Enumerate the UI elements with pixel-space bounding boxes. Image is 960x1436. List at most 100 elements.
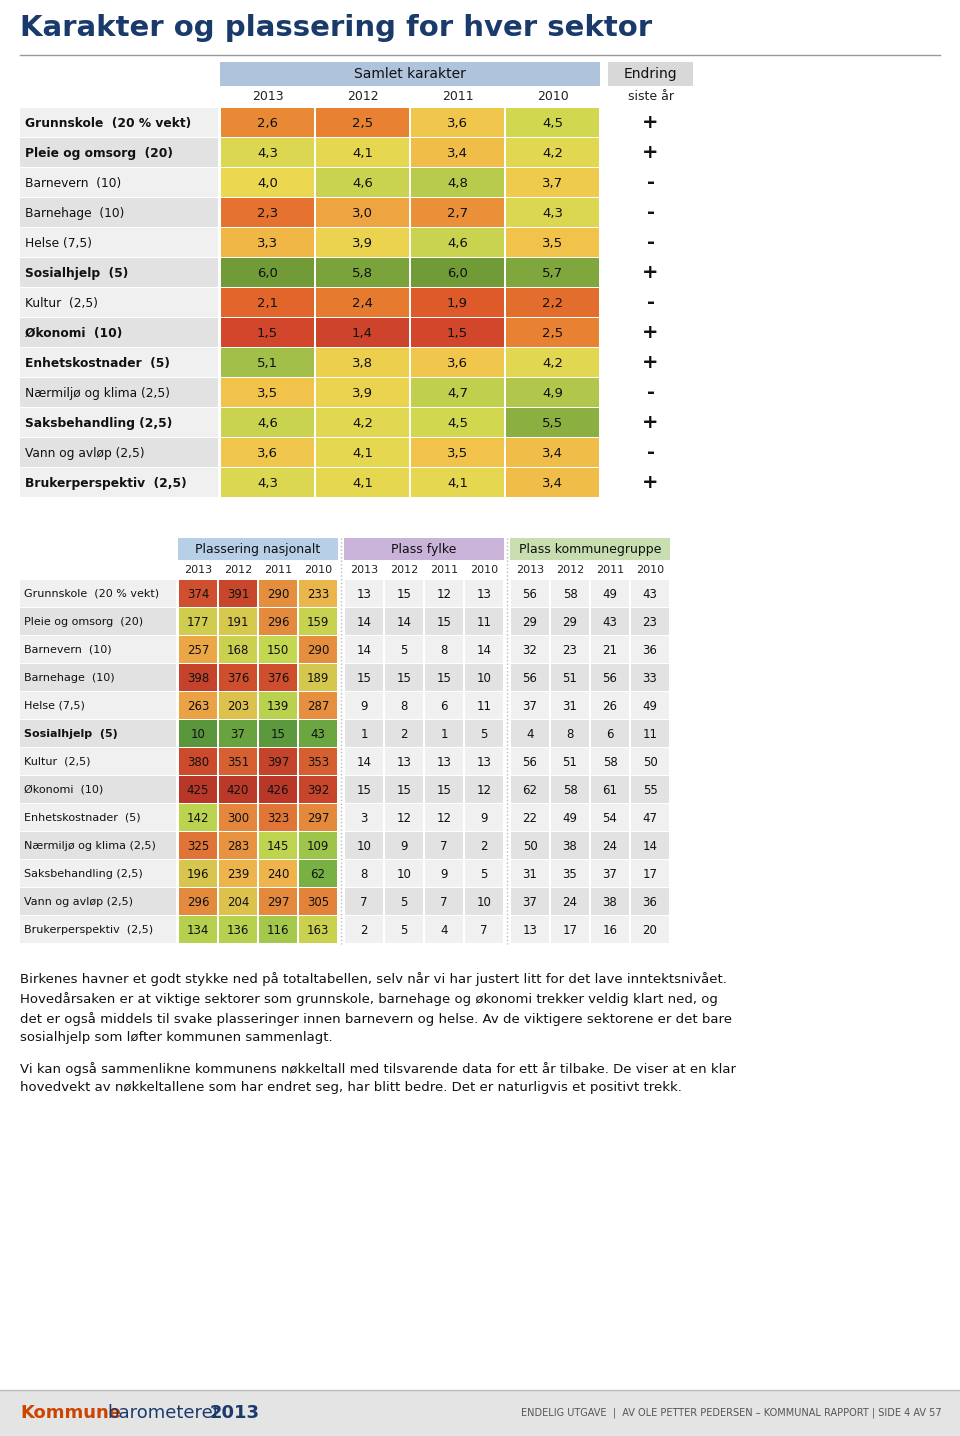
Bar	[511, 887, 549, 915]
Bar	[591, 636, 629, 663]
Text: siste år: siste år	[628, 90, 674, 103]
Bar	[259, 663, 297, 691]
Bar	[631, 663, 669, 691]
Text: 391: 391	[227, 587, 250, 600]
Bar	[221, 317, 314, 348]
Bar	[259, 636, 297, 663]
Text: 8: 8	[400, 699, 408, 712]
Text: 37: 37	[522, 699, 538, 712]
Text: 56: 56	[522, 755, 538, 768]
Text: 6,0: 6,0	[257, 267, 278, 280]
Bar	[511, 775, 549, 803]
Bar	[506, 378, 599, 406]
Text: 58: 58	[563, 587, 577, 600]
Text: 21: 21	[603, 643, 617, 656]
Text: 4,3: 4,3	[257, 477, 278, 490]
Text: 22: 22	[522, 811, 538, 824]
Text: 36: 36	[642, 643, 658, 656]
Text: 420: 420	[227, 784, 250, 797]
Text: 4,6: 4,6	[447, 237, 468, 250]
Bar	[551, 692, 589, 719]
Bar	[506, 438, 599, 467]
Bar	[179, 692, 217, 719]
Text: 376: 376	[227, 672, 250, 685]
Text: 6,0: 6,0	[447, 267, 468, 280]
Text: Saksbehandling (2,5): Saksbehandling (2,5)	[24, 869, 143, 879]
Bar	[20, 860, 176, 887]
Bar	[259, 860, 297, 887]
Text: 29: 29	[522, 616, 538, 629]
Bar	[411, 348, 504, 378]
Bar	[259, 916, 297, 943]
Text: Enhetskostnader  (5): Enhetskostnader (5)	[25, 356, 170, 369]
Text: 2012: 2012	[556, 564, 584, 574]
Bar	[259, 748, 297, 775]
Bar	[20, 468, 218, 497]
Text: Birkenes havner et godt stykke ned på totaltabellen, selv når vi har justert lit: Birkenes havner et godt stykke ned på to…	[20, 972, 732, 1044]
Text: Sosialhjelp  (5): Sosialhjelp (5)	[24, 729, 118, 740]
Bar	[179, 748, 217, 775]
Text: Grunnskole  (20 % vekt): Grunnskole (20 % vekt)	[25, 116, 191, 129]
Text: 1: 1	[360, 728, 368, 741]
Bar	[465, 860, 503, 887]
Bar	[20, 804, 176, 831]
Text: 426: 426	[267, 784, 289, 797]
Text: +: +	[642, 263, 659, 283]
Text: 2013: 2013	[184, 564, 212, 574]
Bar	[591, 831, 629, 859]
Bar	[425, 636, 463, 663]
Text: Nærmiljø og klima (2,5): Nærmiljø og klima (2,5)	[25, 386, 170, 399]
Bar	[591, 663, 629, 691]
Text: 13: 13	[476, 755, 492, 768]
Text: 2,7: 2,7	[447, 207, 468, 220]
Bar	[631, 860, 669, 887]
Bar	[465, 887, 503, 915]
Bar	[425, 748, 463, 775]
Bar	[631, 916, 669, 943]
Bar	[511, 636, 549, 663]
Text: 4: 4	[441, 923, 447, 936]
Bar	[465, 692, 503, 719]
Bar	[259, 775, 297, 803]
Text: 9: 9	[441, 867, 447, 880]
Bar	[299, 887, 337, 915]
Text: 2013: 2013	[252, 90, 283, 103]
Bar	[299, 748, 337, 775]
Text: Barnehage  (10): Barnehage (10)	[25, 207, 125, 220]
Bar	[20, 378, 218, 406]
Bar	[20, 663, 176, 691]
Text: Grunnskole  (20 % vekt): Grunnskole (20 % vekt)	[24, 589, 159, 599]
Text: 1,4: 1,4	[352, 326, 373, 339]
Text: 4: 4	[526, 728, 534, 741]
Bar	[631, 636, 669, 663]
Bar	[316, 168, 409, 197]
Bar	[465, 916, 503, 943]
Bar	[344, 538, 504, 560]
Bar	[510, 538, 670, 560]
Text: 38: 38	[563, 840, 577, 853]
Text: 353: 353	[307, 755, 329, 768]
Text: 191: 191	[227, 616, 250, 629]
Bar	[511, 580, 549, 607]
Bar	[179, 916, 217, 943]
Text: Brukerperspektiv  (2,5): Brukerperspektiv (2,5)	[25, 477, 186, 490]
Bar	[221, 138, 314, 167]
Bar	[551, 831, 589, 859]
Text: 177: 177	[187, 616, 209, 629]
Text: 6: 6	[607, 728, 613, 741]
Text: 1: 1	[441, 728, 447, 741]
Text: 9: 9	[480, 811, 488, 824]
Text: 3,7: 3,7	[542, 177, 564, 190]
Bar	[465, 607, 503, 635]
Text: 36: 36	[642, 896, 658, 909]
Bar	[506, 198, 599, 227]
Text: 24: 24	[563, 896, 578, 909]
Text: 8: 8	[360, 867, 368, 880]
Bar	[551, 860, 589, 887]
Bar	[506, 408, 599, 437]
Bar	[316, 258, 409, 287]
Text: 3,9: 3,9	[352, 386, 373, 399]
Bar	[20, 258, 218, 287]
Text: Samlet karakter: Samlet karakter	[354, 67, 466, 80]
Bar	[221, 198, 314, 227]
